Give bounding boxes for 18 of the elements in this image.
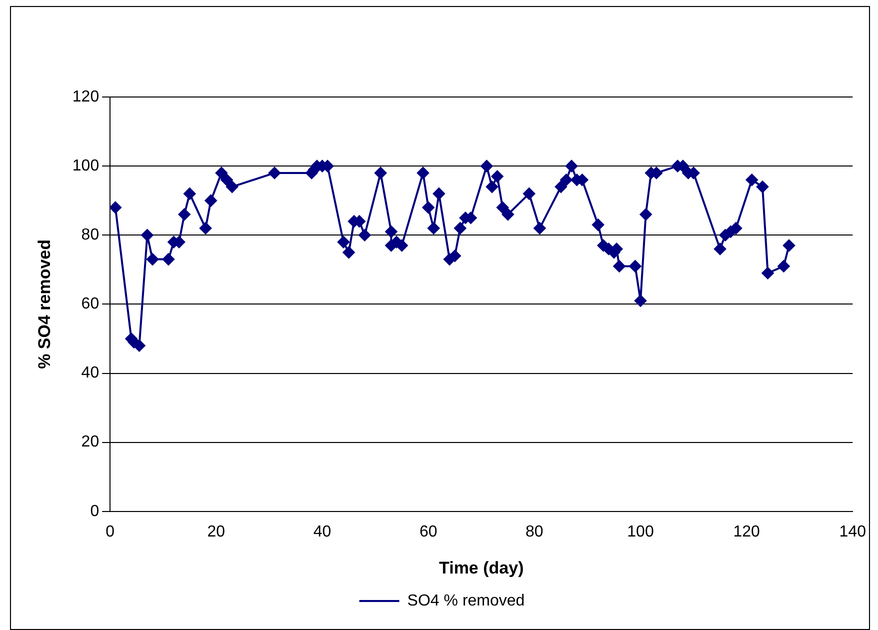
x-tick-label: 100	[627, 523, 654, 540]
x-tick-label: 80	[526, 523, 544, 540]
y-tick-label: 20	[81, 434, 100, 451]
y-tick-label: 40	[81, 364, 100, 382]
x-tick-label: 20	[207, 523, 226, 540]
y-axis-title: % SO4 removed	[34, 239, 54, 369]
y-tick-label: 0	[90, 502, 100, 520]
y-tick-label: 100	[72, 157, 100, 174]
x-tick-label: 120	[733, 523, 760, 540]
y-tick-label: 120	[72, 88, 100, 106]
x-tick-label: 140	[839, 523, 866, 540]
y-tick-label: 80	[81, 226, 100, 244]
x-tick-label: 40	[313, 523, 332, 540]
x-tick-label: 0	[106, 523, 115, 540]
y-tick-label: 60	[81, 296, 100, 313]
x-axis-title: Time (day)	[439, 558, 524, 578]
x-tick-label: 60	[419, 523, 438, 540]
legend-label: SO4 % removed	[407, 592, 525, 610]
